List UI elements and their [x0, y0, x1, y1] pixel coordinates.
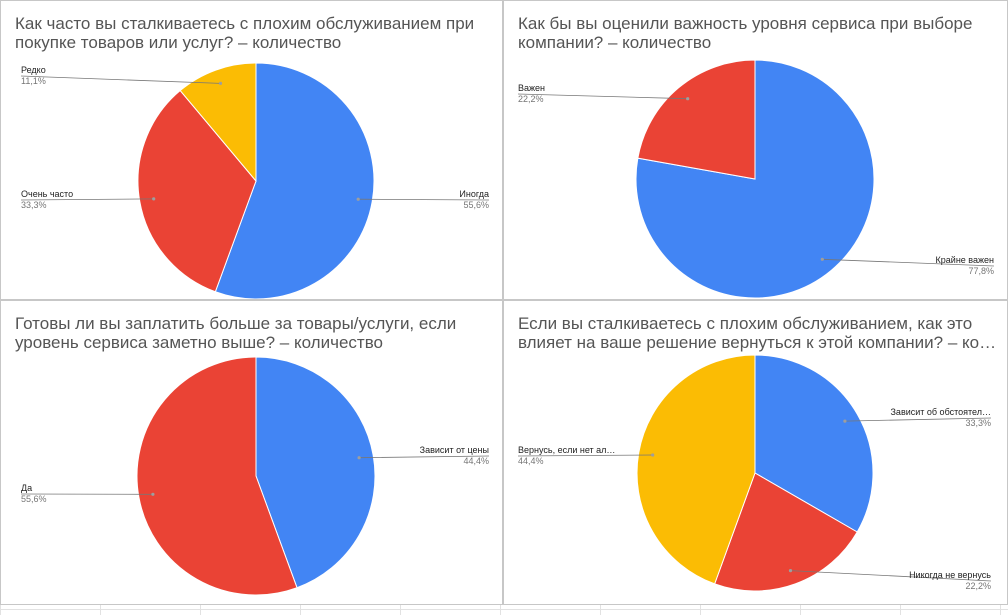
slice-percent: 33,3%: [965, 418, 991, 428]
chart-title: Готовы ли вы заплатить больше за товары/…: [15, 314, 457, 352]
leader-dot: [843, 419, 847, 423]
leader-line: [517, 93, 688, 100]
leader-line: [358, 198, 490, 201]
pie-slice[interactable]: [754, 354, 874, 533]
chart-title: Если вы сталкиваетесь с плохим обслужива…: [518, 314, 997, 352]
leader-line: [20, 198, 154, 201]
leader-dot: [820, 257, 824, 261]
slice-percent: 55,6%: [21, 494, 47, 504]
leader-line: [20, 75, 221, 84]
slice-percent: 77,8%: [968, 266, 994, 276]
leader-line: [359, 455, 490, 459]
slice-label: Вернусь, если нет ал…: [518, 445, 615, 455]
slice-label: Иногда: [459, 189, 489, 199]
slice-percent: 44,4%: [518, 456, 544, 466]
leader-dot: [788, 569, 793, 573]
leader-line: [790, 570, 992, 582]
slice-percent: 11,1%: [21, 76, 46, 86]
leader-dot: [686, 97, 690, 101]
slice-percent: 55,6%: [463, 200, 489, 210]
pie-slice[interactable]: [136, 356, 298, 596]
pie-slice[interactable]: [179, 62, 257, 183]
slice-label: Редко: [21, 65, 46, 75]
pie-slice[interactable]: [635, 59, 875, 299]
leader-line: [844, 417, 992, 422]
leader-dot: [218, 81, 223, 85]
leader-dot: [356, 197, 360, 201]
leader-dot: [651, 453, 655, 457]
slice-label: Очень часто: [21, 189, 73, 199]
pie-chart: Зависит об обстоятел…33,3% Никогда не вер…: [517, 354, 992, 592]
chart-panel-3[interactable]: Готовы ли вы заплатить больше за товары/…: [0, 300, 503, 605]
pie-slice[interactable]: [713, 472, 858, 592]
leader-dot: [152, 197, 156, 201]
chart-panel-2[interactable]: Как бы вы оценили важность уровня сервис…: [503, 0, 1008, 300]
slice-label: Никогда не вернусь: [909, 570, 991, 580]
slice-label: Да: [21, 483, 32, 493]
slice-percent: 44,4%: [463, 456, 489, 466]
slice-label: Крайне важен: [936, 255, 994, 265]
slice-label: Зависит от цены: [420, 445, 489, 455]
leader-dot: [151, 492, 155, 496]
slice-label: Важен: [518, 83, 545, 93]
leader-line: [517, 454, 653, 457]
pie-slice[interactable]: [214, 62, 375, 299]
slice-percent: 22,2%: [518, 94, 544, 104]
chart-title: Как часто вы сталкиваетесь с плохим обсл…: [15, 14, 475, 52]
leader-line: [822, 258, 995, 267]
chart-panel-1[interactable]: Как часто вы сталкиваетесь с плохим обсл…: [0, 0, 503, 300]
pie-slice[interactable]: [637, 59, 756, 180]
pie-slice[interactable]: [137, 89, 257, 293]
slice-label: Зависит об обстоятел…: [891, 407, 992, 417]
slice-percent: 33,3%: [21, 200, 47, 210]
chart-panel-4[interactable]: Если вы сталкиваетесь с плохим обслужива…: [503, 300, 1008, 605]
pie-slice[interactable]: [255, 356, 376, 589]
pie-slice[interactable]: [636, 354, 756, 585]
chart-title: Как бы вы оценили важность уровня сервис…: [518, 14, 973, 52]
leader-dot: [357, 456, 361, 460]
slice-percent: 22,2%: [965, 581, 991, 591]
